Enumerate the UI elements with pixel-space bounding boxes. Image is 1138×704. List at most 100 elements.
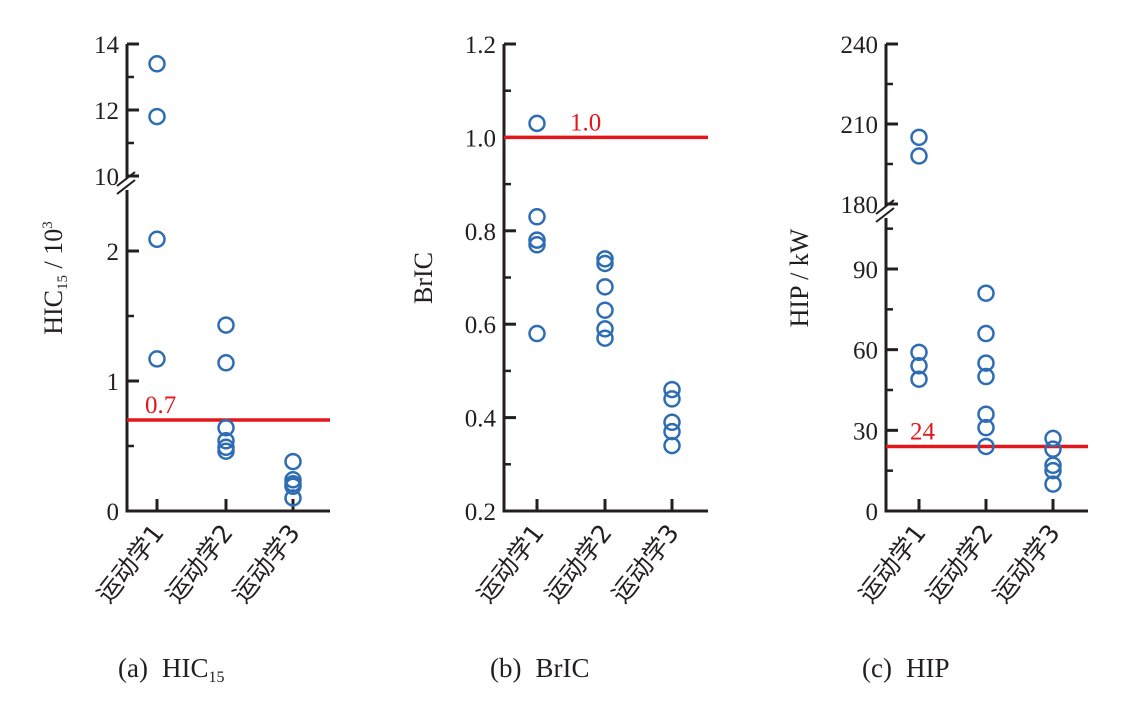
y-axis-title-main: BrIC <box>409 252 438 304</box>
data-point <box>910 147 928 165</box>
data-point <box>217 419 235 437</box>
data-point <box>596 250 614 268</box>
y-tick-label: 60 <box>853 338 878 365</box>
data-point <box>528 114 546 133</box>
panel-caption: (b) BrIC <box>490 653 589 683</box>
data-point <box>977 437 995 456</box>
y-tick-label: 0.2 <box>465 499 496 526</box>
y-tick-label: 240 <box>841 32 879 59</box>
y-tick-label: 180 <box>841 192 879 219</box>
data-point <box>596 278 614 296</box>
x-tick-label: 运动学2 <box>160 519 239 608</box>
x-tick-label: 运动学3 <box>227 519 306 608</box>
data-point <box>977 405 995 423</box>
y-tick-label: 1 <box>107 369 120 396</box>
data-point <box>1044 461 1062 480</box>
data-point <box>596 329 614 347</box>
y-tick-label: 10 <box>94 164 119 191</box>
data-point <box>217 432 235 450</box>
y-axis-title: BrIC <box>409 252 438 304</box>
x-tick-label: 运动学1 <box>471 519 550 608</box>
data-point <box>217 354 235 372</box>
x-tick-label: 运动学1 <box>91 519 170 608</box>
data-point <box>148 350 166 368</box>
y-tick-label: 1.2 <box>465 32 496 59</box>
data-point <box>663 436 681 455</box>
y-axis-title-subscript: 15 <box>55 275 71 290</box>
data-point <box>148 107 166 126</box>
data-point <box>148 230 166 249</box>
axis-break-mark <box>116 179 136 195</box>
data-point <box>528 236 546 254</box>
data-point <box>977 354 995 372</box>
axis-break-mark <box>875 199 895 215</box>
data-point <box>910 128 928 147</box>
y-tick-label: 0.8 <box>465 219 496 246</box>
caption-subscript: 15 <box>208 669 224 686</box>
data-point <box>217 442 235 460</box>
x-tick-label: 运动学2 <box>539 519 618 608</box>
y-tick-label: 14 <box>94 32 120 59</box>
data-point <box>663 413 681 432</box>
x-tick-label: 运动学1 <box>853 519 932 608</box>
y-tick-label: 30 <box>853 418 878 445</box>
x-tick-label: 运动学3 <box>606 519 685 608</box>
caption-prefix: (c) <box>862 653 892 683</box>
data-point <box>977 367 995 386</box>
data-point <box>528 324 546 343</box>
y-axis-title-unit: / 10 <box>39 229 68 275</box>
x-tick-label: 运动学3 <box>987 519 1066 608</box>
data-point <box>977 324 995 343</box>
data-point <box>1044 440 1062 458</box>
axis-break-mark <box>116 171 136 187</box>
y-tick-label: 12 <box>94 98 119 125</box>
data-point <box>910 357 928 375</box>
data-point <box>1044 475 1062 493</box>
data-point <box>217 316 235 334</box>
y-axis-title: HIC15 / 103 <box>39 221 71 335</box>
data-point <box>596 254 614 273</box>
y-axis-title-superscript: 3 <box>40 221 56 229</box>
y-tick-label: 0.4 <box>465 406 497 433</box>
data-point <box>528 231 546 249</box>
data-point <box>977 418 995 437</box>
reference-label: 1.0 <box>570 109 601 136</box>
data-point <box>284 477 302 496</box>
panel-b: 0.20.40.60.81.01.2运动学1运动学2运动学31.0BrIC(b)… <box>409 32 708 683</box>
data-point <box>663 380 681 399</box>
data-point <box>596 320 614 338</box>
y-tick-label: 0 <box>107 499 120 526</box>
data-point <box>1044 429 1062 448</box>
y-tick-label: 0.6 <box>465 312 496 339</box>
caption-title: BrIC <box>535 653 589 683</box>
data-point <box>663 422 681 441</box>
y-axis-title-main: HIC <box>39 290 68 335</box>
data-point <box>284 489 302 507</box>
y-tick-label: 2 <box>107 239 120 266</box>
y-tick-label: 0 <box>866 499 879 526</box>
y-axis-title: HIP / kW <box>785 228 814 327</box>
axis-break-mark <box>875 207 895 223</box>
reference-label: 0.7 <box>145 392 176 419</box>
data-point <box>596 301 614 319</box>
data-point <box>528 208 546 226</box>
caption-prefix: (a) <box>118 653 148 683</box>
data-point <box>910 343 928 362</box>
caption-title: HIP <box>906 653 950 683</box>
data-point <box>910 370 928 388</box>
panel-caption: (a) HIC15 <box>118 653 224 686</box>
y-tick-label: 1.0 <box>465 125 496 152</box>
x-tick-label: 运动学2 <box>920 519 999 608</box>
data-point <box>148 55 166 73</box>
y-tick-label: 210 <box>841 112 879 139</box>
data-point <box>284 452 302 471</box>
caption-prefix: (b) <box>490 653 521 683</box>
data-point <box>1044 456 1062 475</box>
data-point <box>977 284 995 302</box>
y-axis-title-main: HIP / kW <box>785 228 814 327</box>
caption-title: HIC <box>162 653 209 683</box>
panel-caption: (c) HIP <box>862 653 949 683</box>
